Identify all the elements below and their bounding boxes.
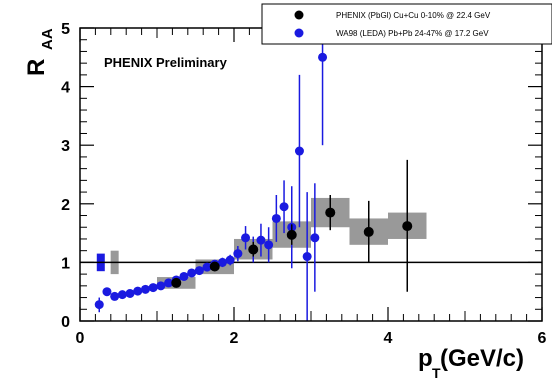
wa98-point-22	[264, 240, 274, 250]
wa98-point-3	[117, 290, 127, 300]
wa98-point-14	[202, 262, 212, 272]
wa98-point-2	[110, 291, 120, 301]
x-tick-label-1: 2	[230, 330, 239, 347]
legend-box	[261, 3, 552, 45]
plot-area	[80, 28, 542, 321]
x-axis-label-subscript: T	[432, 365, 441, 381]
wa98-point-28	[310, 233, 320, 243]
wa98-point-5	[133, 286, 143, 296]
wa98-point-7	[148, 283, 158, 293]
legend: PHENIX (PbGl) Cu+Cu 0-10% @ 22.4 GeV WA9…	[261, 3, 552, 45]
y-tick-label-5: 5	[61, 21, 70, 38]
wa98-point-27	[302, 252, 312, 262]
wa98-point-12	[187, 268, 197, 278]
wa98-point-21	[256, 235, 266, 245]
wa98-point-16	[217, 257, 227, 267]
wa98-point-0	[94, 300, 104, 310]
y-tick-label-1: 1	[61, 255, 70, 272]
wa98-point-23	[271, 213, 281, 223]
phenix-point-5	[363, 226, 374, 237]
wa98-point-13	[194, 266, 204, 276]
legend-label-wa98: WA98 (LEDA) Pb+Pb 24-47% @ 17.2 GeV	[336, 29, 489, 38]
y-tick-label-0: 0	[61, 314, 70, 331]
phenix-point-1	[209, 261, 220, 272]
y-tick-label-2: 2	[61, 197, 70, 214]
phenix-point-0	[171, 277, 182, 288]
phenix-point-2	[248, 244, 259, 255]
phenix-point-4	[325, 207, 336, 218]
wa98-point-29	[318, 52, 328, 62]
wa98-point-19	[241, 233, 251, 243]
axes: 0 1 2 3 4 5 0 2 4 6	[61, 21, 546, 347]
legend-marker-phenix	[294, 10, 304, 20]
y-axis-label-subscript: AA	[39, 28, 56, 50]
legend-marker-wa98	[294, 28, 304, 38]
x-axis-label: p	[418, 345, 433, 372]
legend-label-phenix: PHENIX (PbGl) Cu+Cu 0-10% @ 22.4 GeV	[336, 11, 491, 20]
wa98-point-6	[140, 284, 150, 294]
plot-frame	[79, 27, 543, 322]
x-tick-label-2: 4	[384, 330, 393, 347]
phenix-point-3	[286, 229, 297, 240]
phenix-preliminary-label: PHENIX Preliminary	[104, 55, 228, 70]
wa98-point-9	[164, 278, 174, 288]
wa98-point-4	[125, 288, 135, 298]
x-tick-label-3: 6	[538, 330, 547, 347]
wa98-point-24	[279, 202, 289, 212]
wa98-point-26	[294, 146, 304, 156]
wa98-point-17	[225, 255, 235, 265]
x-axis-label-unit: (GeV/c)	[440, 345, 524, 372]
phenix-point-6	[402, 221, 413, 232]
y-tick-label-4: 4	[61, 80, 70, 97]
wa98-point-11	[179, 271, 189, 281]
wa98-point-18	[233, 249, 243, 259]
y-tick-label-3: 3	[61, 138, 70, 155]
wa98-point-1	[102, 287, 112, 297]
wa98-point-8	[156, 281, 166, 291]
y-axis-label: R	[23, 59, 50, 76]
x-tick-label-0: 0	[76, 330, 85, 347]
